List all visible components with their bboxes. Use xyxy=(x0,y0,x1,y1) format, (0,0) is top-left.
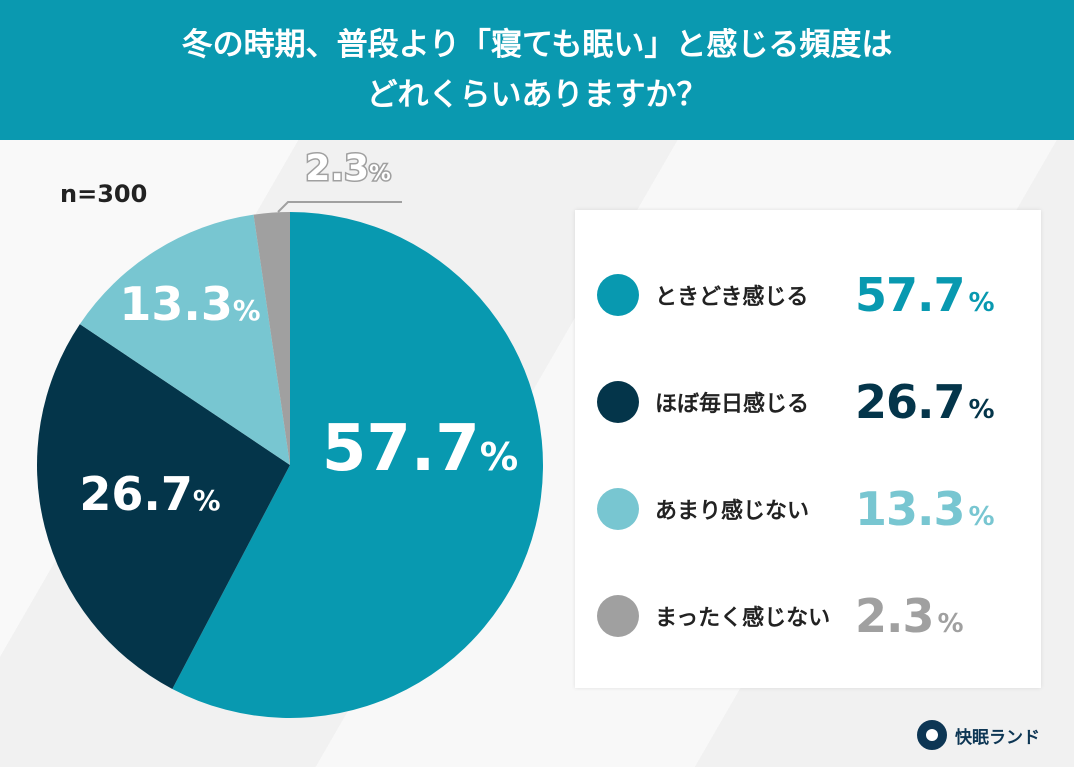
logo-icon xyxy=(917,720,947,750)
legend-item: まったく感じない 2.3% xyxy=(597,586,1027,646)
legend-item: あまり感じない 13.3% xyxy=(597,479,1027,539)
logo-text: 快眠ランド xyxy=(955,727,1040,748)
legend-value: 13.3% xyxy=(855,482,995,536)
legend-swatch xyxy=(597,381,639,423)
legend-value-number: 26.7 xyxy=(855,375,965,429)
legend-item: ほぼ毎日感じる 26.7% xyxy=(597,372,1027,432)
legend-label: ときどき感じる xyxy=(655,285,809,310)
pie-slice-2 xyxy=(37,324,291,689)
legend: ときどき感じる 57.7% ほぼ毎日感じる 26.7% あまり感じない 13.3… xyxy=(575,210,1041,688)
pie-slice-3 xyxy=(79,214,290,465)
legend-value: 57.7% xyxy=(855,268,995,322)
legend-value: 26.7% xyxy=(855,375,995,429)
pie-slice-4 xyxy=(253,212,290,465)
legend-label: ほぼ毎日感じる xyxy=(655,392,810,417)
leader-line xyxy=(277,201,402,213)
data-label-4: 2.3% xyxy=(305,148,390,189)
pie-slice-1 xyxy=(172,212,543,718)
sample-size: n=300 xyxy=(60,180,148,208)
legend-value: 2.3% xyxy=(855,589,964,643)
legend-label: あまり感じない xyxy=(655,499,810,524)
chart-title: 冬の時期、普段より「寝ても眠い」と感じる頻度は どれくらいありますか？ xyxy=(0,0,1074,140)
legend-value-unit: % xyxy=(968,395,995,425)
legend-swatch xyxy=(597,274,639,316)
legend-swatch xyxy=(597,595,639,637)
legend-value-unit: % xyxy=(968,502,995,532)
legend-value-number: 57.7 xyxy=(855,268,965,322)
title-line-2: どれくらいありますか？ xyxy=(366,77,708,113)
legend-item: ときどき感じる 57.7% xyxy=(597,265,1027,325)
title-line-1: 冬の時期、普段より「寝ても眠い」と感じる頻度は xyxy=(181,27,893,63)
legend-value-number: 2.3 xyxy=(855,589,934,643)
legend-value-number: 13.3 xyxy=(855,482,965,536)
logo: 快眠ランド xyxy=(917,720,1040,750)
legend-swatch xyxy=(597,488,639,530)
legend-value-unit: % xyxy=(968,288,995,318)
legend-label: まったく感じない xyxy=(655,606,831,631)
legend-value-unit: % xyxy=(937,609,964,639)
